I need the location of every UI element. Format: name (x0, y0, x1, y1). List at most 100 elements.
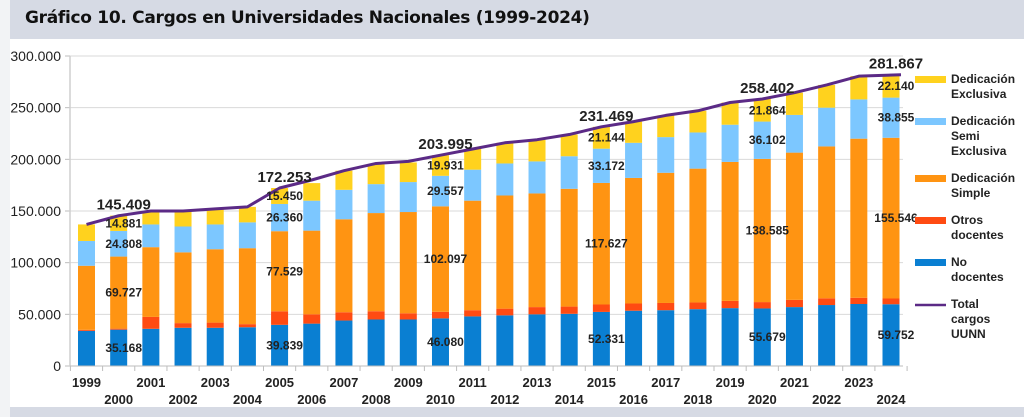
bar-no-docentes-1999 (78, 330, 95, 366)
bar-dedicaci-n-semi-exclusiva-2024 (882, 97, 900, 138)
bar-dedicaci-n-exclusiva-2019 (721, 102, 739, 125)
bar-dedicaci-n-exclusiva-2011 (464, 149, 482, 170)
data-label: 35.168 (105, 341, 142, 355)
bar-dedicaci-n-exclusiva-2004 (238, 206, 256, 223)
bar-otros-docentes-2016 (625, 303, 643, 311)
legend-label: Otros (951, 213, 983, 227)
bar-no-docentes-2003 (206, 327, 224, 366)
bar-dedicaci-n-simple-2002 (174, 252, 192, 324)
bar-dedicaci-n-exclusiva-2003 (206, 208, 224, 225)
x-tick-label: 2024 (877, 392, 907, 407)
data-label: 21.864 (749, 103, 786, 117)
bar-no-docentes-2009 (399, 319, 417, 366)
bar-dedicaci-n-simple-2013 (528, 193, 546, 308)
data-label: 33.172 (588, 159, 625, 173)
data-label: 145.409 (97, 197, 151, 214)
bar-dedicaci-n-semi-exclusiva-2004 (238, 222, 256, 249)
bar-dedicaci-n-semi-exclusiva-2021 (785, 114, 803, 153)
data-label: 19.931 (427, 159, 464, 173)
data-label: 24.808 (105, 237, 142, 251)
bar-dedicaci-n-semi-exclusiva-2003 (206, 224, 224, 250)
total-line (86, 73, 902, 226)
bar-dedicaci-n-exclusiva-2018 (689, 110, 707, 133)
y-tick-label: 300.000 (10, 48, 61, 64)
bar-otros-docentes-2007 (335, 312, 353, 321)
x-tick-label: 2004 (233, 392, 263, 407)
bar-dedicaci-n-semi-exclusiva-2009 (399, 182, 417, 213)
bar-otros-docentes-2019 (721, 300, 739, 309)
data-label: 138.585 (746, 223, 790, 237)
x-tick-label: 2011 (459, 375, 487, 390)
bar-dedicaci-n-exclusiva-2020 (753, 98, 771, 122)
bar-dedicaci-n-simple-2016 (625, 177, 643, 304)
bar-otros-docentes-2008 (367, 311, 385, 320)
data-label: 281.867 (869, 56, 923, 73)
bar-no-docentes-2022 (818, 305, 836, 366)
bar-dedicaci-n-simple-2024 (882, 137, 900, 299)
legend-label: Dedicación (951, 114, 1015, 128)
bar-dedicaci-n-semi-exclusiva-2008 (367, 184, 385, 214)
y-tick-label: 100.000 (10, 255, 61, 271)
bar-dedicaci-n-exclusiva-2024 (882, 74, 900, 98)
bar-dedicaci-n-semi-exclusiva-2011 (464, 169, 482, 201)
bar-otros-docentes-2014 (560, 306, 578, 314)
data-label: 26.360 (266, 211, 303, 225)
legend-label: docentes (951, 270, 1004, 284)
bar-otros-docentes-2012 (496, 308, 514, 316)
x-tick-label: 1999 (72, 375, 101, 390)
bar-no-docentes-2005 (271, 324, 289, 366)
bar-no-docentes-2010 (431, 318, 449, 366)
bar-no-docentes-2018 (689, 309, 707, 366)
bar-dedicaci-n-semi-exclusiva-2007 (335, 189, 353, 220)
bar-dedicaci-n-simple-2007 (335, 219, 353, 313)
bar-otros-docentes-1999 (78, 329, 95, 331)
data-label: 36.102 (749, 133, 786, 147)
bar-no-docentes-2016 (625, 310, 643, 366)
y-tick-label: 250.000 (10, 100, 61, 116)
legend-swatch (915, 217, 946, 224)
data-label: 15.450 (266, 189, 303, 203)
bar-dedicaci-n-exclusiva-2013 (528, 139, 546, 162)
x-tick-label: 2014 (555, 392, 585, 407)
x-tick-label: 2000 (104, 392, 133, 407)
y-tick-label: 200.000 (10, 151, 61, 167)
bar-otros-docentes-2009 (399, 313, 417, 320)
x-tick-label: 2008 (362, 392, 391, 407)
bar-otros-docentes-2011 (464, 310, 482, 317)
x-tick-label: 2019 (716, 375, 745, 390)
legend-label: Simple (951, 186, 991, 200)
data-labels: 35.168 69.727 24.808 14.881 145.409 39.839 77.… (97, 56, 924, 355)
bar-dedicaci-n-simple-2014 (560, 188, 578, 307)
bar-dedicaci-n-exclusiva-2023 (850, 76, 868, 100)
bar-no-docentes-2001 (142, 328, 160, 366)
x-tick-label: 2006 (297, 392, 326, 407)
data-label: 52.331 (588, 332, 625, 346)
bar-dedicaci-n-exclusiva-2001 (142, 211, 160, 225)
bar-dedicaci-n-simple-2022 (818, 146, 836, 299)
bar-otros-docentes-2005 (271, 311, 289, 325)
x-tick-label: 2002 (169, 392, 198, 407)
bar-dedicaci-n-semi-exclusiva-2020 (753, 121, 771, 159)
legend-label: Total (951, 297, 979, 311)
bar-no-docentes-2000 (110, 329, 128, 366)
bar-dedicaci-n-semi-exclusiva-1999 (78, 240, 95, 266)
bar-dedicaci-n-semi-exclusiva-2012 (496, 163, 514, 196)
x-tick-label: 2022 (812, 392, 841, 407)
bar-otros-docentes-2015 (592, 304, 610, 312)
y-axis: 0 50.000 100.000 150.000 200.000 250.000 300.0… (10, 48, 71, 374)
bar-dedicaci-n-semi-exclusiva-2016 (625, 142, 643, 178)
bar-dedicaci-n-simple-2023 (850, 138, 868, 298)
data-label: 172.253 (257, 169, 311, 186)
bar-otros-docentes-2018 (689, 302, 707, 310)
bar-otros-docentes-2017 (657, 302, 675, 311)
bar-dedicaci-n-semi-exclusiva-2015 (592, 148, 610, 183)
bar-dedicaci-n-simple-2008 (367, 213, 385, 312)
data-label: 231.469 (579, 108, 633, 125)
bar-no-docentes-2008 (367, 319, 385, 366)
bar-no-docentes-2021 (785, 307, 803, 366)
data-label: 55.679 (749, 330, 786, 344)
